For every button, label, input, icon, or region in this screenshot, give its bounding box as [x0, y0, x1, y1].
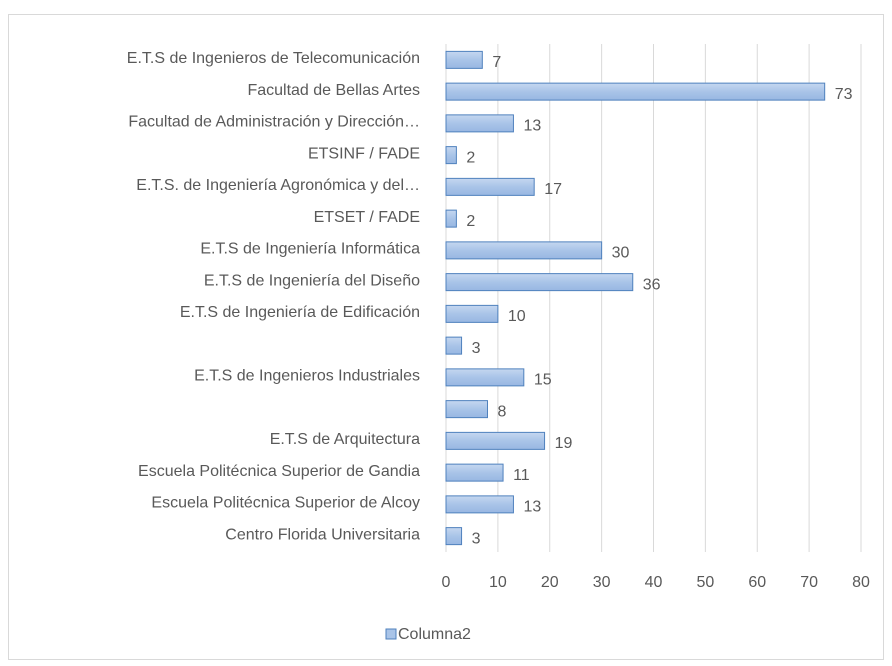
bar — [445, 114, 514, 133]
data-label: 10 — [508, 308, 526, 325]
bar — [445, 336, 463, 355]
data-label: 3 — [472, 340, 481, 357]
y-tick-label: Escuela Politécnica Superior de Alcoy — [151, 495, 420, 512]
x-tick-label: 70 — [800, 574, 818, 591]
data-label: 13 — [523, 499, 541, 516]
bar — [445, 177, 535, 196]
data-label: 19 — [555, 435, 573, 452]
bar — [445, 82, 826, 101]
data-label: 30 — [612, 245, 630, 262]
bar — [445, 273, 634, 292]
data-label: 2 — [466, 213, 475, 230]
data-label: 36 — [643, 276, 661, 293]
x-tick-label: 10 — [489, 574, 507, 591]
y-tick-label: E.T.S de Ingeniería Informática — [200, 241, 420, 258]
y-tick-label: E.T.S. de Ingeniería Agronómica y del… — [136, 177, 420, 194]
data-label: 15 — [534, 372, 552, 389]
data-label: 11 — [513, 467, 530, 484]
y-tick-label: Centro Florida Universitaria — [225, 526, 420, 543]
x-tick-label: 0 — [442, 574, 451, 591]
data-label: 73 — [835, 86, 853, 103]
bar — [445, 50, 483, 69]
data-label: 3 — [472, 530, 481, 547]
bar — [445, 368, 525, 387]
y-tick-label: Facultad de Administración y Dirección… — [128, 114, 420, 131]
data-label: 2 — [466, 149, 475, 166]
x-tick-label: 20 — [541, 574, 559, 591]
y-tick-label: ETSET / FADE — [314, 209, 420, 226]
legend-label: Columna2 — [398, 626, 471, 643]
bar — [445, 527, 463, 546]
bar — [445, 146, 457, 165]
bar — [445, 463, 504, 482]
y-tick-label: Facultad de Bellas Artes — [247, 82, 420, 99]
bar — [445, 209, 457, 228]
bar — [445, 495, 514, 514]
y-tick-label: E.T.S de Arquitectura — [270, 431, 420, 448]
data-label: 13 — [523, 118, 541, 135]
x-tick-label: 30 — [593, 574, 611, 591]
legend-swatch — [385, 628, 397, 640]
y-tick-label: E.T.S de Ingeniería de Edificación — [180, 304, 420, 321]
y-tick-label: E.T.S de Ingenieros Industriales — [194, 368, 420, 385]
x-tick-label: 60 — [748, 574, 766, 591]
y-tick-label: E.T.S de Ingeniería del Diseño — [204, 272, 420, 289]
data-label: 7 — [492, 54, 501, 71]
bar — [445, 241, 603, 260]
y-tick-label: Escuela Politécnica Superior de Gandia — [138, 463, 420, 480]
data-label: 8 — [498, 403, 507, 420]
y-tick-label: E.T.S de Ingenieros de Telecomunicación — [127, 50, 420, 67]
y-tick-label: ETSINF / FADE — [308, 145, 420, 162]
bar — [445, 304, 499, 323]
x-tick-label: 50 — [696, 574, 714, 591]
data-label: 17 — [544, 181, 562, 198]
bar — [445, 400, 488, 419]
bar — [445, 431, 546, 450]
x-tick-label: 80 — [852, 574, 870, 591]
x-tick-label: 40 — [645, 574, 663, 591]
